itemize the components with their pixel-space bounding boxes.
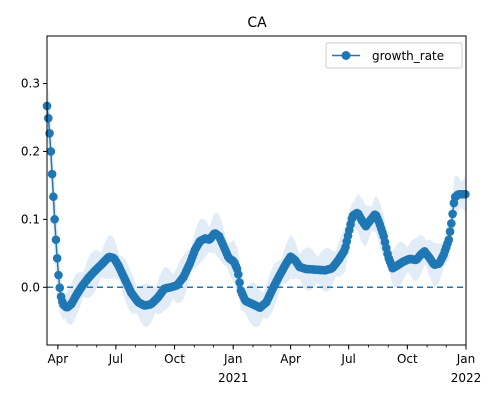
data-point — [51, 235, 61, 245]
legend-label: growth_rate — [372, 49, 444, 63]
data-point — [235, 278, 244, 287]
data-point — [52, 253, 62, 263]
y-tick-label: 0.2 — [21, 144, 40, 158]
y-tick-label: 0.3 — [21, 77, 40, 91]
data-point — [43, 113, 53, 123]
confidence-band — [47, 80, 466, 328]
x-tick-label: Apr — [47, 352, 68, 366]
data-point — [234, 270, 243, 279]
x-tick-label: Apr — [280, 352, 301, 366]
legend-box — [325, 42, 463, 69]
data-point — [49, 192, 58, 202]
x-tick-label: Oct — [397, 352, 418, 366]
legend: growth_rate — [325, 42, 463, 69]
x-tick-label: Oct — [164, 352, 185, 366]
x-tick-year-label: 2021 — [218, 371, 249, 385]
x-tick-label: Jan — [456, 352, 476, 366]
data-point — [55, 283, 65, 293]
legend-marker-swatch — [341, 51, 351, 60]
data-point — [448, 209, 457, 219]
y-tick-label: 0.1 — [21, 212, 40, 226]
data-point — [445, 227, 455, 236]
data-point — [447, 219, 456, 228]
series-points-layer — [42, 101, 470, 312]
data-point — [46, 147, 56, 156]
axes-layer: 0.0 0.1 0.2 0.3 Apr Jul Oct Jan 2021 Apr Jul Oct Jan… — [21, 35, 482, 385]
confidence-band-layer — [47, 80, 466, 328]
chart-title: CA — [247, 15, 267, 31]
x-tick-label: Jan — [223, 352, 243, 366]
data-point — [444, 235, 454, 245]
y-tick-label: 0.0 — [21, 280, 40, 294]
data-point — [54, 270, 63, 280]
x-tick-label: Jul — [340, 352, 355, 366]
x-tick-label: Jul — [108, 352, 123, 366]
plot-frame — [46, 35, 467, 346]
data-point — [461, 189, 470, 199]
data-point — [47, 169, 57, 179]
data-point — [50, 215, 59, 224]
x-tick-year-label: 2022 — [451, 371, 482, 385]
